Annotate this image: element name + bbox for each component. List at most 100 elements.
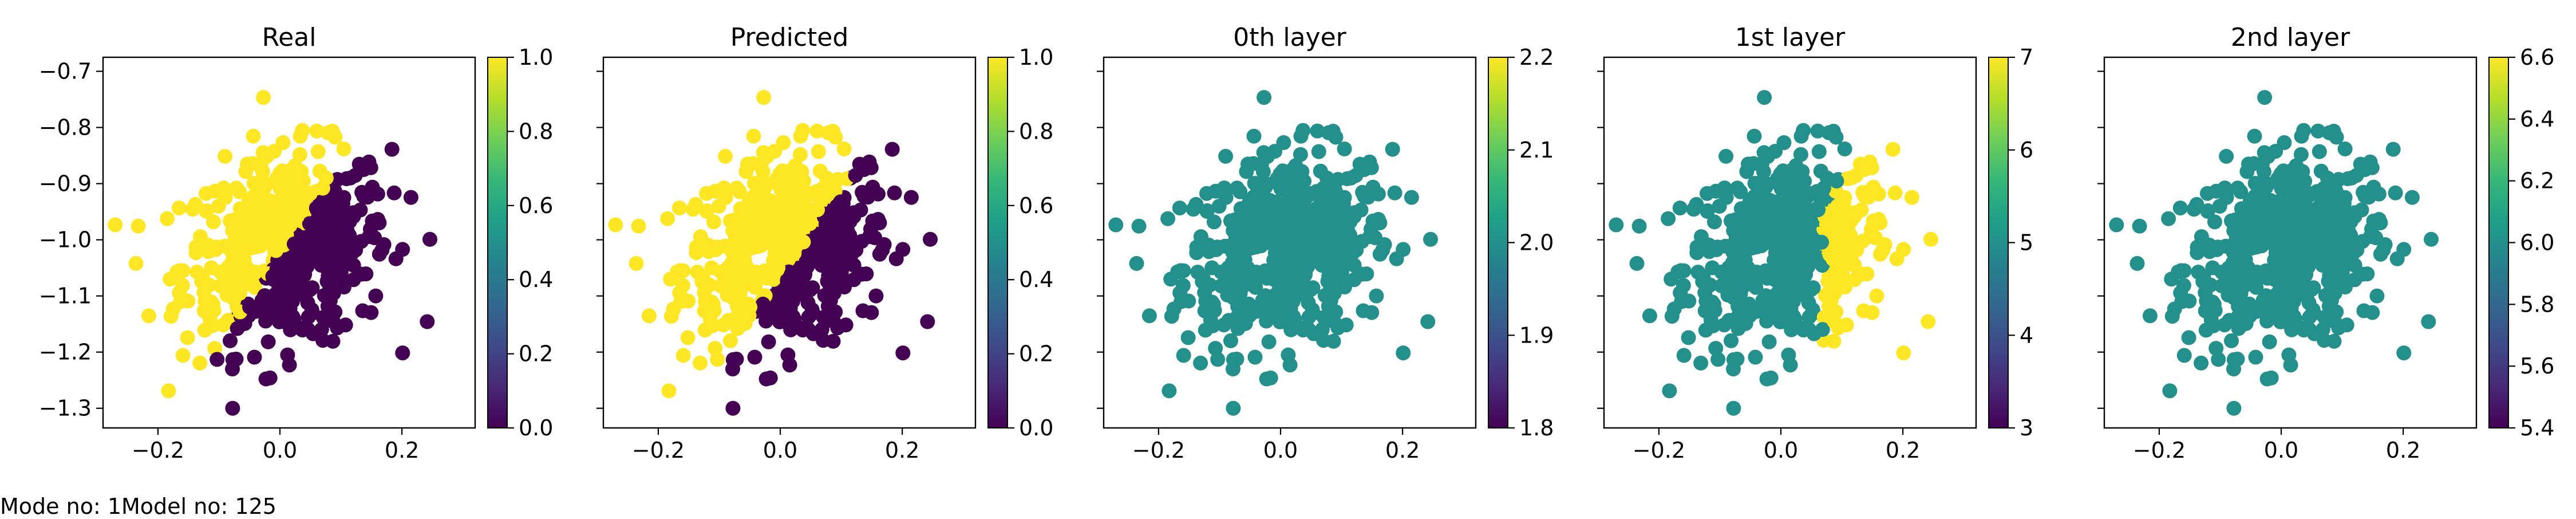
scatter-point [188, 196, 203, 212]
colorbar-tick-label: 5.4 [2520, 415, 2554, 441]
x-tick-label: 0.0 [1263, 438, 1298, 463]
mode-number-text: Mode no: 1 [0, 494, 122, 519]
scatter-point [1160, 211, 1176, 226]
scatter-point [1689, 196, 1704, 212]
scatter-point [660, 211, 675, 226]
scatter-point [1726, 400, 1741, 416]
scatter-point [247, 265, 262, 281]
colorbar-tick-label: 0.6 [519, 193, 553, 218]
scatter-point [2254, 156, 2270, 172]
scatter-point [1163, 272, 1179, 287]
scatter-point [2268, 144, 2283, 159]
scatter-point [2208, 183, 2224, 199]
scatter-point [355, 303, 370, 319]
scatter-point [287, 236, 302, 251]
scatter-point [2369, 288, 2385, 304]
scatter-point [221, 272, 236, 288]
scatter-point [1747, 189, 1762, 205]
scatter-point [1285, 192, 1301, 207]
scatter-point [1772, 314, 1788, 329]
scatter-point [2247, 128, 2262, 144]
scatter-point [1785, 192, 1801, 207]
scatter-point [663, 272, 678, 287]
scatter-point [262, 197, 278, 213]
scatter-point [704, 260, 720, 276]
scatter-point [1223, 333, 1238, 348]
colorbar-tick-label: 1.0 [1019, 45, 1053, 70]
scatter-point [825, 251, 840, 267]
panel-title: 1st layer [1735, 23, 1846, 52]
scatter-point [792, 147, 808, 162]
footer-caption: Mode no: 1Model no: 125 [0, 494, 276, 519]
scatter-point [1747, 128, 1762, 144]
colorbar-tick-label: 1.9 [1519, 323, 1554, 348]
scatter-point [1827, 285, 1842, 301]
scatter-point [1205, 318, 1220, 333]
scatter-point [1287, 236, 1302, 251]
scatter-point [859, 266, 874, 282]
colorbar-tick-label: 0.0 [519, 415, 553, 441]
scatter-point [1796, 123, 1811, 138]
scatter-point [1840, 225, 1855, 240]
scatter-point [800, 259, 815, 274]
colorbar [987, 57, 1008, 428]
colorbar-tick-label: 4 [2020, 323, 2033, 348]
scatter-point [746, 128, 761, 144]
scatter-point [2194, 355, 2209, 371]
scatter-point [2248, 349, 2263, 365]
scatter-point [760, 210, 776, 226]
scatter-point [1697, 285, 1713, 300]
scatter-point [1743, 241, 1758, 256]
scatter-point [1329, 199, 1345, 214]
scatter-point [1300, 259, 1315, 274]
scatter-point [2236, 316, 2251, 332]
scatter-point [1774, 294, 1789, 309]
scatter-point [1231, 259, 1246, 274]
scatter-point [1311, 144, 1326, 159]
scatter-point [1161, 383, 1177, 399]
scatter-point [813, 234, 829, 250]
scatter-point [1230, 180, 1244, 196]
scatter-point [1302, 216, 1318, 231]
scatter-point [2247, 176, 2263, 191]
scatter-point [695, 270, 710, 285]
scatter-point [1423, 231, 1438, 247]
scatter-point [2172, 200, 2188, 216]
scatter-point [1761, 210, 1776, 226]
axes-frame [1603, 56, 1977, 429]
colorbar [487, 57, 508, 428]
scatter-point [1705, 260, 1720, 276]
scatter-point [1319, 170, 1334, 186]
scatter-point [780, 273, 795, 288]
scatter-point [1736, 316, 1751, 332]
colorbar-tick-label: 6 [2020, 137, 2033, 163]
scatter-point [336, 141, 351, 156]
scatter-point [242, 300, 258, 315]
scatter-point [2385, 141, 2401, 157]
scatter-point [246, 176, 262, 191]
scatter-point [1295, 287, 1310, 302]
scatter-point [2243, 241, 2258, 256]
scatter-point [848, 168, 863, 183]
scatter-point [761, 334, 776, 349]
scatter-point [884, 141, 900, 157]
scatter-point [1233, 201, 1249, 217]
scatter-point [2376, 242, 2391, 258]
scatter-point [631, 218, 646, 234]
colorbar-tick-label: 0.4 [519, 267, 553, 292]
scatter-point [2421, 314, 2436, 329]
scatter-point [294, 287, 310, 302]
scatter-point [872, 215, 887, 230]
scatter-point [794, 164, 809, 179]
scatter-point [1387, 185, 1402, 200]
scatter-point [1197, 303, 1212, 319]
scatter-point [1766, 269, 1781, 284]
scatter-point [273, 294, 289, 309]
scatter-point [1180, 330, 1196, 345]
scatter-point [795, 123, 811, 138]
scatter-point [2266, 269, 2282, 284]
scatter-point [840, 225, 855, 240]
scatter-point [1326, 285, 1342, 301]
scatter-point [282, 357, 297, 373]
scatter-point [1664, 309, 1680, 324]
